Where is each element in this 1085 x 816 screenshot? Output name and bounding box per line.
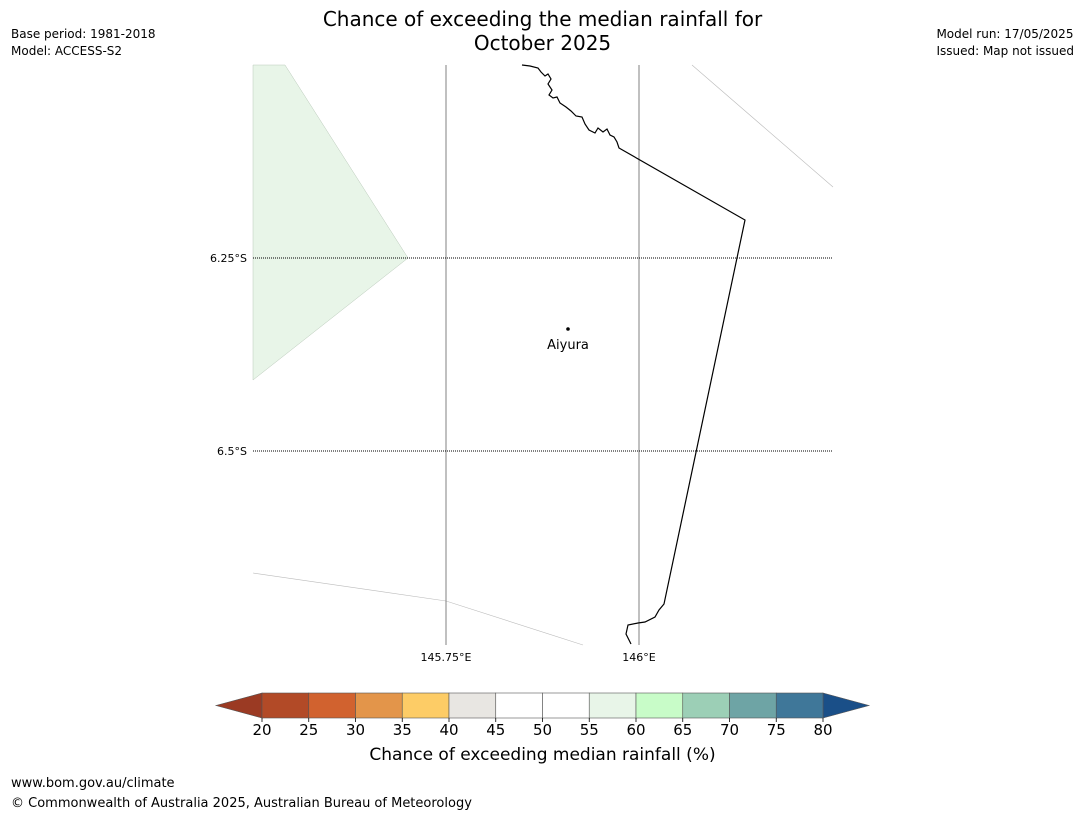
boundary-line-ne <box>691 64 834 188</box>
colorbar-segment <box>588 692 637 719</box>
colorbar-tick-label: 35 <box>393 721 412 739</box>
colorbar-segment <box>355 692 403 719</box>
map-title: Chance of exceeding the median rainfall … <box>0 7 1085 55</box>
shaded-region <box>252 64 409 381</box>
run-info: Model run: 17/05/2025 Issued: Map not is… <box>936 26 1074 60</box>
colorbar-tick-label: 45 <box>486 721 505 739</box>
base-period: Base period: 1981-2018 <box>11 27 156 41</box>
colorbar-segment <box>775 692 824 719</box>
town-marker <box>566 327 570 331</box>
base-info: Base period: 1981-2018 Model: ACCESS-S2 <box>11 26 156 60</box>
copyright-text: © Commonwealth of Australia 2025, Austra… <box>11 796 472 811</box>
colorbar-over-arrow <box>822 692 871 719</box>
title-line-1: Chance of exceeding the median rainfall … <box>322 7 763 31</box>
colorbar-segment <box>308 692 356 719</box>
colorbar-segment <box>729 692 777 719</box>
lon-label-146: 146°E <box>622 651 655 664</box>
lon-label-145-75: 145.75°E <box>421 651 472 664</box>
issued-status: Issued: Map not issued <box>936 44 1074 58</box>
colorbar-segment <box>448 692 497 719</box>
lat-label-6-5: 6.5°S <box>217 445 247 458</box>
boundary-line-sw <box>252 572 584 646</box>
colorbar-tick-label: 65 <box>673 721 692 739</box>
colorbar-tick-label: 60 <box>626 721 645 739</box>
model-run: Model run: 17/05/2025 <box>936 27 1074 41</box>
lat-label-6-25: 6.25°S <box>210 252 247 265</box>
title-line-2: October 2025 <box>473 31 612 55</box>
border-line <box>521 64 746 645</box>
colorbar-tick-label: 50 <box>533 721 552 739</box>
website-link[interactable]: www.bom.gov.au/climate <box>11 776 175 791</box>
colorbar-tick-label: 55 <box>580 721 599 739</box>
colorbar-segment <box>495 692 543 719</box>
colorbar-tick-label: 20 <box>252 721 271 739</box>
colorbar-segment <box>542 692 590 719</box>
colorbar-tick-label: 25 <box>299 721 318 739</box>
colorbar-label: Chance of exceeding median rainfall (%) <box>369 745 716 765</box>
colorbar-tick-label: 75 <box>767 721 786 739</box>
town-label: Aiyura <box>547 338 589 353</box>
colorbar-segment <box>682 692 730 719</box>
colorbar-tick-label: 40 <box>439 721 458 739</box>
colorbar-segment <box>261 692 310 719</box>
model-name: Model: ACCESS-S2 <box>11 44 123 58</box>
colorbar-tick-label: 80 <box>813 721 832 739</box>
colorbar-tick-label: 70 <box>720 721 739 739</box>
colorbar-segment <box>635 692 684 719</box>
colorbar-under-arrow <box>214 692 263 719</box>
colorbar: 20 25 30 35 40 45 50 55 60 65 70 75 80 <box>214 692 871 739</box>
colorbar-segment <box>401 692 450 719</box>
colorbar-tick-label: 30 <box>346 721 365 739</box>
